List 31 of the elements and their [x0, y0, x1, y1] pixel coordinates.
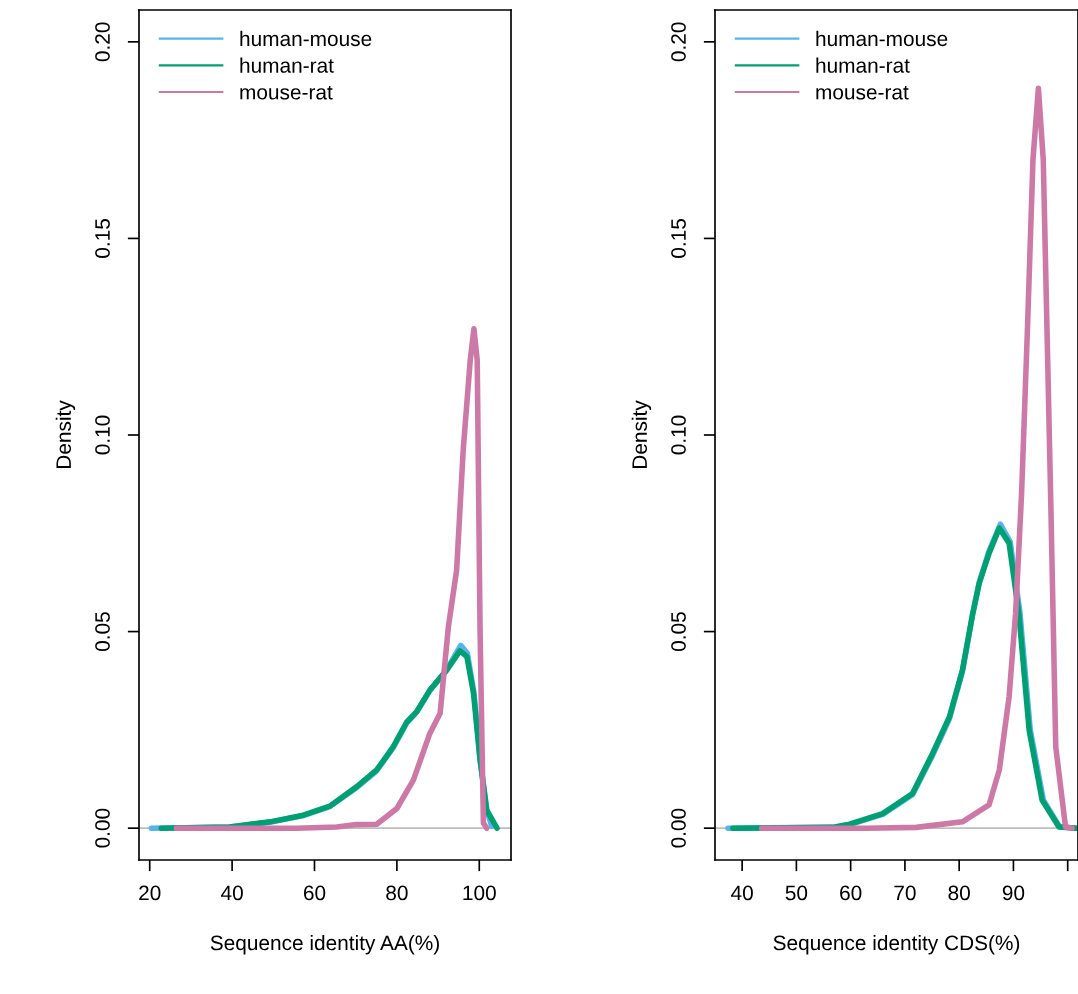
- x-tick-label: 80: [948, 885, 970, 901]
- x-tick-label: 20: [139, 885, 161, 901]
- y-tick-label: 0.05: [671, 612, 686, 652]
- x-axis-title: Sequence identity CDS(%): [773, 934, 1020, 955]
- y-tick-label: 0.15: [671, 219, 686, 258]
- y-tick-label: 0.20: [671, 22, 686, 62]
- y-tick-label: 0.05: [95, 612, 110, 652]
- x-tick-label: 70: [894, 885, 916, 901]
- y-axis-title: Density: [631, 400, 652, 469]
- x-tick-label: 60: [303, 885, 326, 901]
- legend-label: human-mouse: [816, 30, 948, 47]
- y-tick-label: 0.15: [95, 219, 110, 258]
- y-axis-title: Density: [55, 400, 76, 469]
- legend-label: human-mouse: [240, 30, 372, 47]
- x-tick-label: 60: [840, 885, 862, 901]
- y-tick-label: 0.00: [671, 808, 686, 848]
- x-tick-label: 80: [386, 885, 408, 901]
- legend-label: mouse-rat: [816, 85, 909, 100]
- y-tick-label: 0.00: [95, 808, 110, 848]
- y-tick-label: 0.10: [671, 415, 686, 455]
- x-tick-label: 50: [785, 885, 808, 901]
- y-tick-label: 0.10: [95, 415, 110, 455]
- x-tick-label: 90: [1002, 885, 1025, 901]
- x-tick-label: 40: [731, 885, 753, 901]
- x-axis-title: Sequence identity AA(%): [210, 934, 439, 955]
- y-tick-label: 0.20: [95, 22, 110, 62]
- x-tick-label: 40: [221, 885, 243, 901]
- legend-label: mouse-rat: [240, 85, 333, 100]
- legend-label: human-rat: [240, 57, 334, 73]
- legend-label: human-rat: [816, 57, 910, 73]
- x-tick-label: 100: [463, 885, 496, 901]
